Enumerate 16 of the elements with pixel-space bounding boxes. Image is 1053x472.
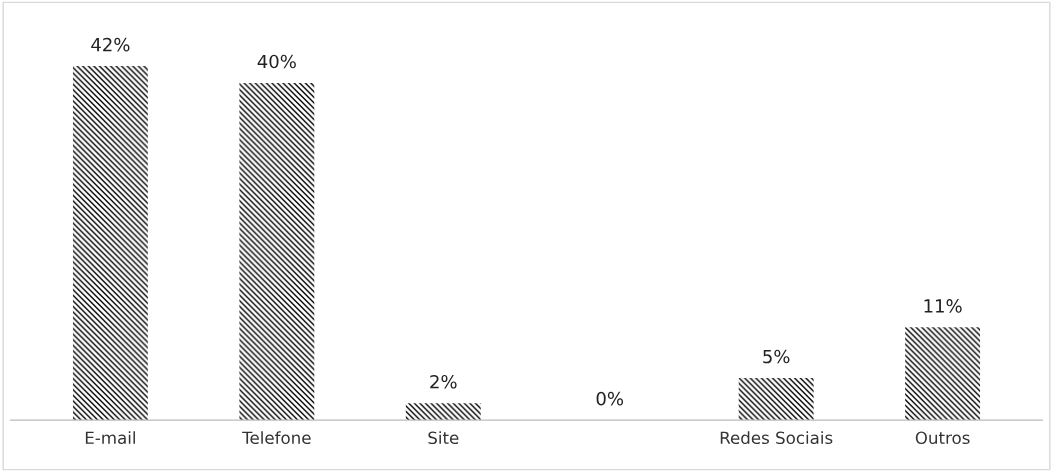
data-label: 11%	[924, 299, 962, 313]
data-label: 5%	[763, 349, 790, 364]
data-label: 40%	[257, 54, 296, 69]
bar	[738, 377, 814, 421]
x-tick-label: Site	[428, 431, 459, 445]
x-tick-label: Outros	[915, 431, 970, 445]
data-label: 42%	[91, 37, 130, 52]
x-tick-label: Telefone	[242, 431, 311, 445]
data-label: 0%	[596, 391, 624, 406]
bar	[239, 82, 315, 421]
x-tick-label: E-mail	[85, 431, 135, 445]
x-tick-label: Redes Sociais	[720, 431, 833, 445]
bar	[72, 66, 148, 421]
bar	[905, 327, 981, 421]
data-label: 2%	[430, 374, 457, 389]
bar	[405, 403, 481, 421]
